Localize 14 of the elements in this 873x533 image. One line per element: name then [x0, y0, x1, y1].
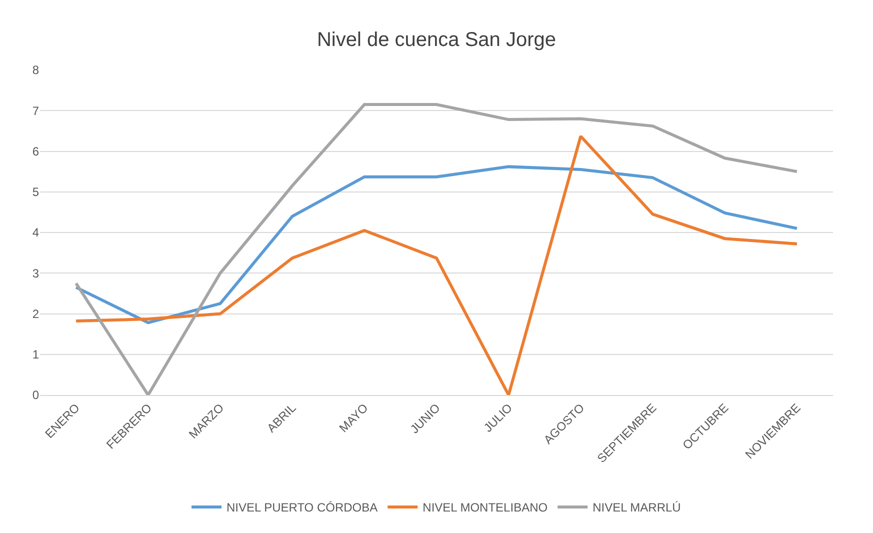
y-tick-label: 1: [32, 348, 40, 362]
y-tick-label: 8: [32, 63, 40, 78]
legend-label: NIVEL MARRLÚ: [592, 500, 681, 515]
y-tick-label: 0: [32, 388, 40, 402]
line-series: [74, 165, 798, 324]
y-tick-label: 6: [32, 144, 40, 158]
chart-title: Nivel de cuenca San Jorge: [316, 28, 556, 51]
legend-label: NIVEL MONTELIBANO: [422, 500, 548, 515]
y-tick-label: 4: [32, 226, 40, 240]
y-tick-label: 2: [32, 306, 40, 321]
legend-label: NIVEL PUERTO CÓRDOBA: [226, 500, 378, 515]
y-tick-label: 3: [32, 266, 40, 280]
y-tick-label: 5: [32, 185, 40, 200]
y-tick-label: 7: [32, 104, 40, 118]
